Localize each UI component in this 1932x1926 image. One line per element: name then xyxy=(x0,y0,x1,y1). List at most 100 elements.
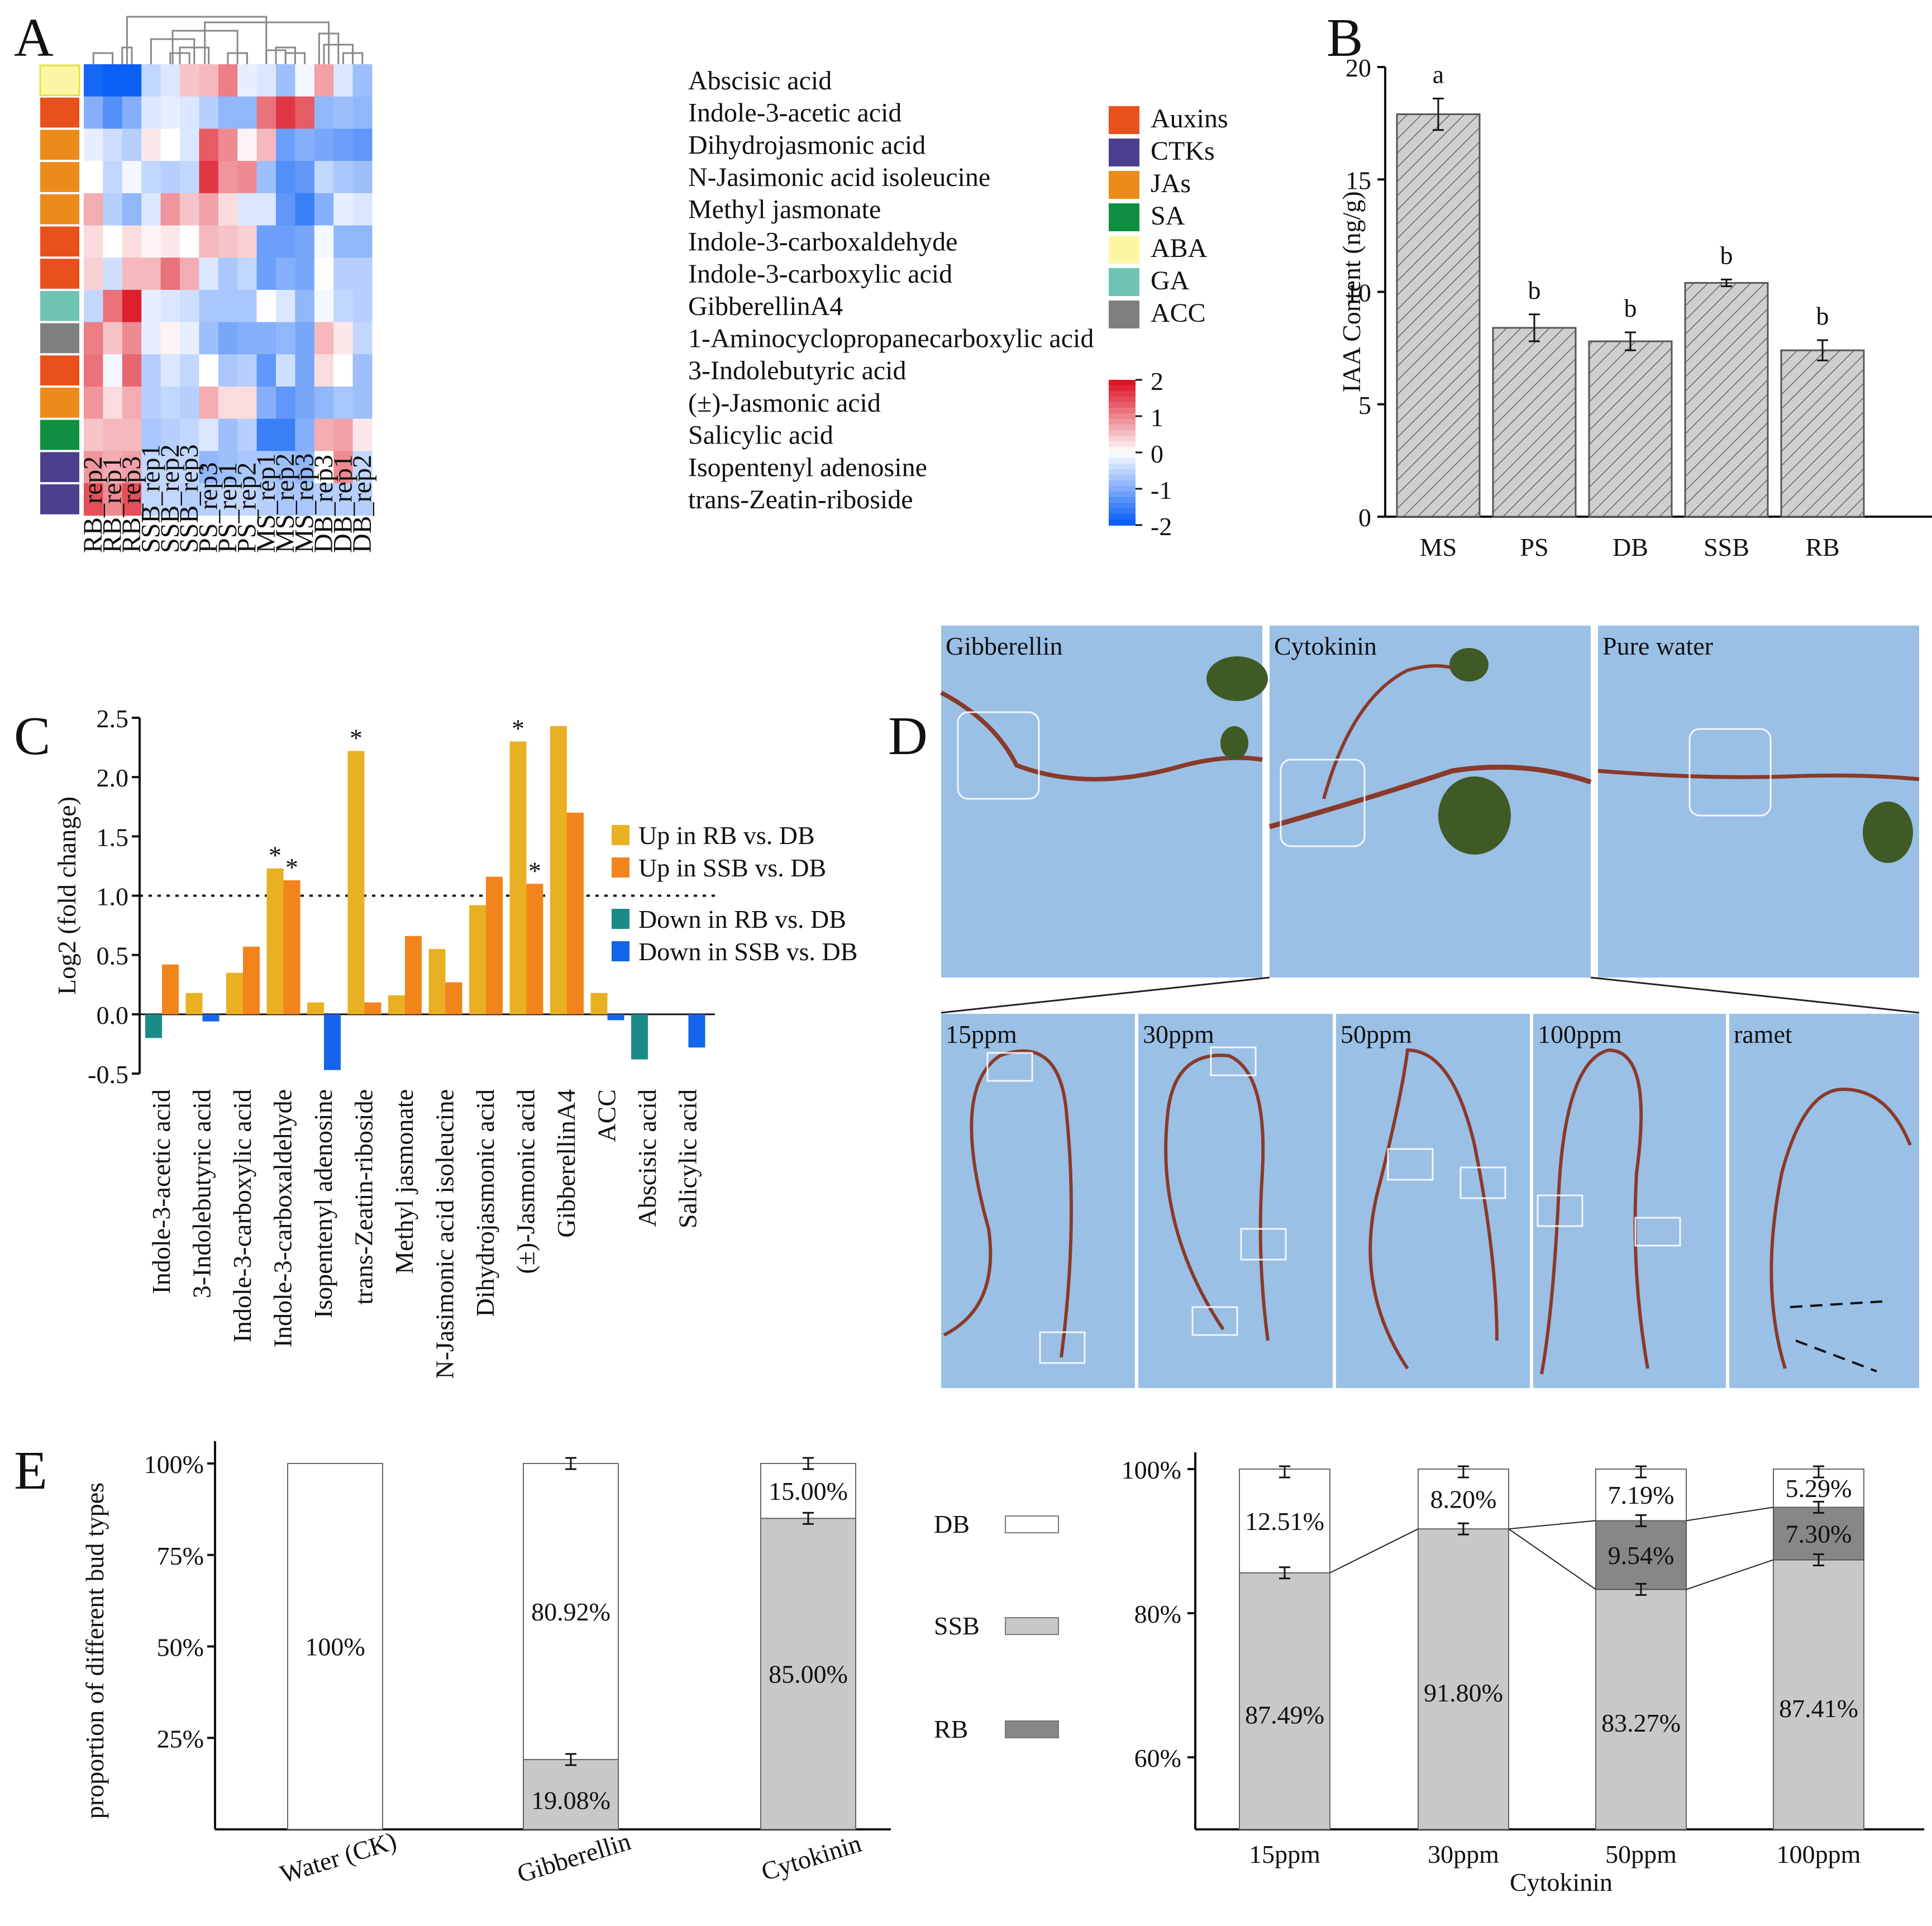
row-group-swatch xyxy=(40,130,79,160)
ramet-connector xyxy=(1790,1300,1883,1308)
heatmap-cell xyxy=(256,418,276,451)
heatmap-cell xyxy=(256,322,276,355)
heatmap-cell xyxy=(122,258,142,290)
heatmap-cell xyxy=(256,64,276,97)
heatmap-cell xyxy=(276,451,295,484)
heatmap-cell xyxy=(314,354,334,387)
legend-swatch xyxy=(1005,1720,1059,1738)
heatmap-cell xyxy=(256,128,276,161)
heatmap-cell xyxy=(352,193,373,226)
x-axis-label: Cytokinin xyxy=(1510,1868,1613,1896)
color-scale-step xyxy=(1109,503,1136,509)
heatmap-cell xyxy=(199,225,219,258)
row-group-swatch xyxy=(40,323,79,354)
x-tick-label: GibberellinA4 xyxy=(552,1089,580,1238)
heatmap-cell xyxy=(199,387,219,419)
group-legend-label: CTKs xyxy=(1151,136,1215,166)
heatmap-column-label: MS_rep2 xyxy=(270,453,300,553)
stolon xyxy=(943,1049,1073,1358)
heatmap-cell xyxy=(180,64,199,97)
heatmap-cell xyxy=(103,387,123,419)
heatmap-cell xyxy=(333,289,354,323)
trend-line xyxy=(1329,1528,1419,1574)
x-tick-label: RB xyxy=(1805,533,1839,561)
y-tick-label: -0.5 xyxy=(88,1060,128,1089)
heatmap-cell xyxy=(218,128,238,161)
db-percent-label: 80.92% xyxy=(531,1598,610,1626)
x-tick-label: Abscisic acid xyxy=(633,1089,661,1227)
heatmap-cell xyxy=(141,96,161,129)
heatmap-cell xyxy=(333,354,354,387)
y-axis-label: proportion of different bud types xyxy=(80,1482,109,1819)
y-tick-label: 2.5 xyxy=(97,704,129,733)
heatmap-cell xyxy=(84,96,103,129)
ssb-bar xyxy=(162,964,179,1014)
heatmap-column-label: MS_rep1 xyxy=(251,453,281,553)
heatmap-cell xyxy=(160,64,180,97)
heatmap-cell xyxy=(352,128,373,161)
heatmap-cell xyxy=(160,225,180,258)
iaa-bar xyxy=(1780,349,1865,518)
significance-star: * xyxy=(512,714,524,742)
heatmap-cell xyxy=(237,451,257,484)
heatmap-cell xyxy=(199,258,219,290)
db-segment xyxy=(1418,1469,1509,1530)
heatmap-cell xyxy=(122,225,142,258)
heatmap-cell xyxy=(84,387,103,419)
heatmap-row-label: Dihydrojasmonic acid xyxy=(688,130,926,160)
heatmap-row-label: Indole-3-acetic acid xyxy=(688,98,901,128)
heatmap-row-label: Indole-3-carboxylic acid xyxy=(688,259,952,289)
y-tick-label: 1.5 xyxy=(97,823,129,851)
heatmap-cell xyxy=(122,128,142,161)
ssb-bar xyxy=(445,982,462,1014)
group-legend-label: Auxins xyxy=(1151,104,1228,134)
dendrogram-link xyxy=(126,16,268,64)
heatmap-cell xyxy=(199,161,219,194)
x-tick-label: SSB xyxy=(1704,533,1749,561)
heatmap-cell xyxy=(237,289,257,323)
leaf xyxy=(1220,726,1248,760)
heatmap-row-label: Methyl jasmonate xyxy=(688,195,881,225)
y-tick-label: 5 xyxy=(1358,391,1371,419)
heatmap-cell xyxy=(256,225,276,258)
heatmap-cell xyxy=(314,161,334,194)
color-scale-step xyxy=(1109,458,1136,464)
y-tick-label: 0.5 xyxy=(97,942,129,970)
ssb-bar xyxy=(486,876,503,1014)
x-tick-label: DB xyxy=(1613,533,1648,561)
heatmap-cell xyxy=(160,418,180,451)
heatmap-cell xyxy=(276,322,295,355)
legend-swatch xyxy=(612,825,629,845)
heatmap-cell xyxy=(333,96,354,129)
heatmap-cell xyxy=(180,418,199,451)
y-tick-label: 100% xyxy=(144,1450,204,1479)
heatmap-cell xyxy=(276,483,295,516)
heatmap-cell xyxy=(333,451,354,484)
heatmap-cell xyxy=(237,322,257,355)
photo-caption: 100ppm xyxy=(1538,1020,1622,1048)
row-group-swatch xyxy=(40,194,79,225)
heatmap-cell xyxy=(84,322,103,355)
photo-frame xyxy=(1138,1014,1333,1388)
db-percent-label: 8.20% xyxy=(1430,1485,1497,1514)
heatmap-cell xyxy=(276,258,295,290)
heatmap-cell xyxy=(160,258,180,290)
heatmap-cell xyxy=(103,128,123,161)
rb-percent-label: 7.30% xyxy=(1786,1519,1852,1548)
photo-frame xyxy=(1533,1014,1726,1388)
heatmap-cell xyxy=(160,451,180,484)
legend-swatch xyxy=(1005,1617,1059,1635)
heatmap-column-label: SSB_rep1 xyxy=(136,444,165,553)
heatmap-cell xyxy=(295,483,315,516)
heatmap-cell xyxy=(295,193,315,226)
heatmap-cell xyxy=(180,387,199,419)
heatmap-row-label: 1-Aminocyclopropanecarboxylic acid xyxy=(688,323,1094,353)
heatmap-cell xyxy=(103,451,123,484)
heatmap-cell xyxy=(314,258,334,290)
heatmap-cell xyxy=(160,289,180,323)
bud-type-chart-left: 25% 50% 75% 100% proportion of different bud… xyxy=(80,1441,891,1889)
ssb-percent-label: 87.41% xyxy=(1779,1694,1858,1723)
photo-frame xyxy=(1270,626,1591,978)
heatmap-cell xyxy=(199,96,219,129)
ssb-bar xyxy=(526,884,543,1014)
